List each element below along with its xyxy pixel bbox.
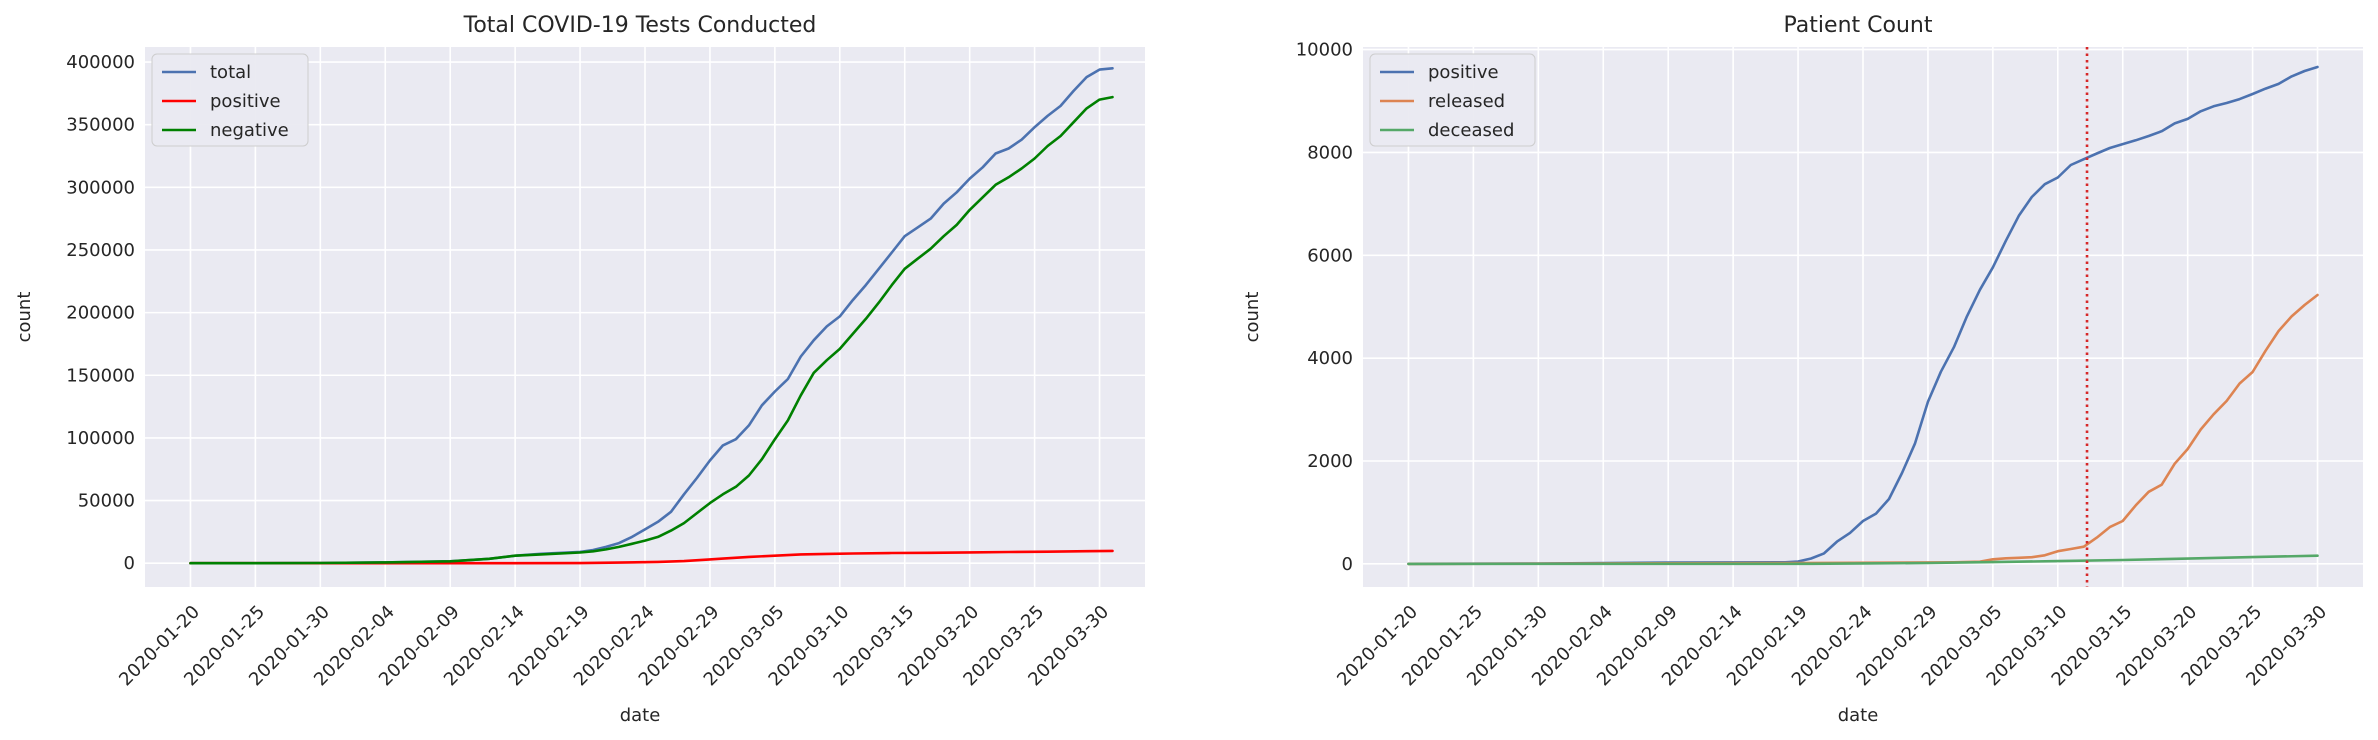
patient-x-axis-label: date bbox=[1838, 705, 1879, 726]
tests-legend-label-total: total bbox=[210, 62, 251, 83]
tests-legend: total positive negative bbox=[151, 53, 309, 147]
patient-chart-title: Patient Count bbox=[1784, 13, 1933, 38]
tests-y-tick-label: 200000 bbox=[66, 303, 135, 324]
tests-series-positive-line bbox=[189, 549, 1114, 565]
patient-y-axis-label: count bbox=[1242, 292, 1263, 343]
tests-chart-title: Total COVID-19 Tests Conducted bbox=[463, 13, 817, 38]
tests-chart: 0 50000 100000 150000 200000 250000 300000 3500… bbox=[14, 13, 1145, 726]
patient-y-tick-label: 2000 bbox=[1307, 451, 1353, 472]
patient-chart: 02000400060008000100002020-01-202020-01-… bbox=[1242, 13, 2363, 726]
patient-y-tick-label: 0 bbox=[1342, 554, 1353, 575]
tests-y-tick-label: 250000 bbox=[66, 240, 135, 261]
patient-y-tick-label: 8000 bbox=[1307, 142, 1353, 163]
patient-y-tick-label: 6000 bbox=[1307, 245, 1353, 266]
patient-y-tick-label: 4000 bbox=[1307, 348, 1353, 369]
tests-y-tick-label: 0 bbox=[124, 553, 135, 574]
patient-legend-label-positive: positive bbox=[1428, 62, 1499, 83]
patient-series-positive-line bbox=[1407, 65, 2319, 566]
tests-y-axis-label: count bbox=[14, 292, 35, 343]
tests-y-tick-label: 50000 bbox=[78, 491, 135, 512]
patient-legend-label-released: released bbox=[1428, 91, 1505, 112]
tests-y-tick-label: 300000 bbox=[66, 177, 135, 198]
patient-legend-frame bbox=[1369, 53, 1536, 147]
tests-legend-label-negative: negative bbox=[210, 120, 289, 141]
tests-series-negative-line bbox=[189, 95, 1114, 565]
tests-x-axis-label: date bbox=[620, 705, 661, 726]
patient-series-released-line bbox=[1407, 293, 2319, 566]
tests-y-tick-label: 100000 bbox=[66, 428, 135, 449]
patient-legend-label-deceased: deceased bbox=[1428, 120, 1514, 141]
tests-legend-frame bbox=[151, 53, 309, 147]
patient-legend: positive released deceased bbox=[1369, 53, 1536, 147]
patient-series-deceased-line bbox=[1407, 554, 2319, 566]
tests-y-tick-label: 350000 bbox=[66, 115, 135, 136]
patient-y-tick-label: 10000 bbox=[1296, 40, 1353, 61]
tests-y-tick-label: 150000 bbox=[66, 365, 135, 386]
tests-legend-label-positive: positive bbox=[210, 91, 281, 112]
tests-y-tick-label: 400000 bbox=[66, 52, 135, 73]
